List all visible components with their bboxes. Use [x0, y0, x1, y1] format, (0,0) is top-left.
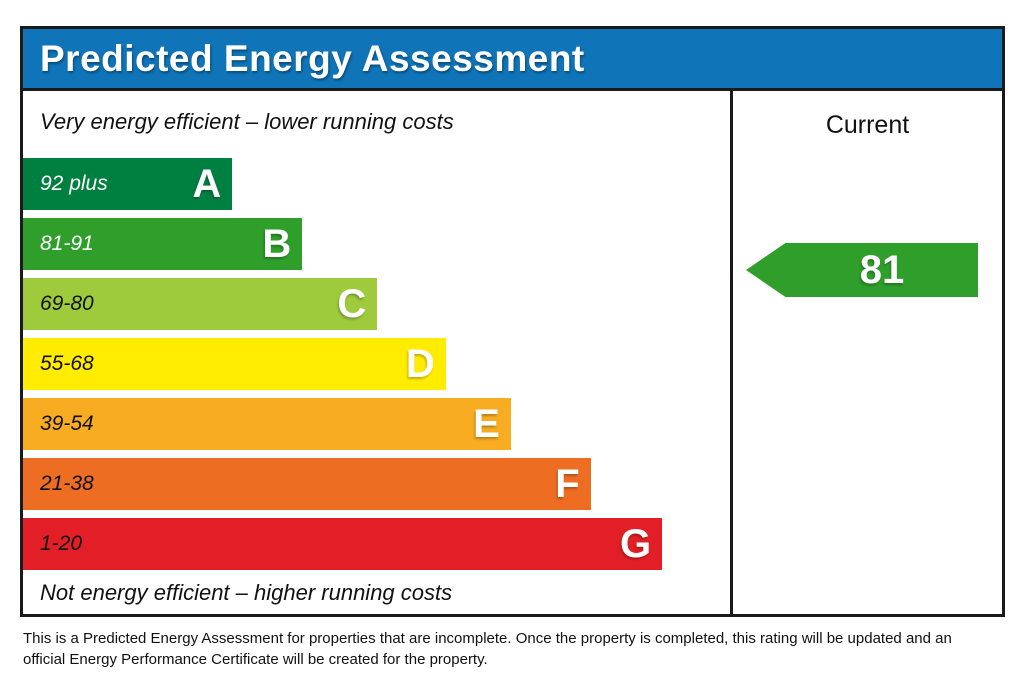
band-letter-label: B [262, 222, 292, 266]
band-letter-label: D [405, 342, 435, 386]
band-range-label: 81-91 [40, 232, 94, 255]
band-range-label: 69-80 [40, 292, 94, 315]
page-title: Predicted Energy Assessment [40, 37, 585, 79]
certificate-box: Predicted Energy Assessment Very energy … [20, 26, 1005, 617]
band-letter-label: G [620, 522, 652, 566]
band-row-C: 69-80 C [23, 278, 378, 330]
epc-chart-area: Very energy efficient – lower running co… [23, 91, 730, 614]
band-row-E: 39-54 E [23, 398, 511, 450]
band-row-F: 21-38 F [23, 458, 591, 510]
certificate-body: Very energy efficient – lower running co… [23, 91, 1002, 614]
band-letter-label: A [192, 162, 222, 206]
band-row-B: 81-91 B [23, 218, 303, 270]
current-column: Current 81 [730, 91, 1002, 614]
band-letter-label: C [337, 282, 367, 326]
epc-bands: 92 plus A 81-91 B 69-80 C 55-68 D 39-54 E 21-38 F 1-… [23, 158, 730, 578]
band-letter-label: E [473, 402, 500, 446]
band-row-G: 1-20 G [23, 518, 663, 570]
current-column-header: Current [825, 111, 910, 139]
band-range-label: 21-38 [40, 472, 94, 495]
top-caption: Very energy efficient – lower running co… [40, 109, 454, 134]
band-range-label: 55-68 [40, 352, 94, 375]
current-rating-arrow: 81 [746, 243, 978, 297]
footnote: This is a Predicted Energy Assessment fo… [23, 628, 1003, 670]
band-range-label: 39-54 [40, 412, 94, 435]
bottom-caption: Not energy efficient – higher running co… [40, 580, 453, 605]
certificate-header: Predicted Energy Assessment [23, 29, 1002, 91]
band-letter-label: F [555, 462, 580, 506]
footnote-line-2: official Energy Performance Certificate … [23, 651, 488, 668]
current-rating-value: 81 [859, 248, 905, 292]
footnote-line-1: This is a Predicted Energy Assessment fo… [23, 630, 952, 647]
band-row-D: 55-68 D [23, 338, 446, 390]
band-row-A: 92 plus A [23, 158, 233, 210]
band-range-label: 1-20 [40, 532, 83, 555]
band-range-label: 92 plus [40, 172, 108, 195]
